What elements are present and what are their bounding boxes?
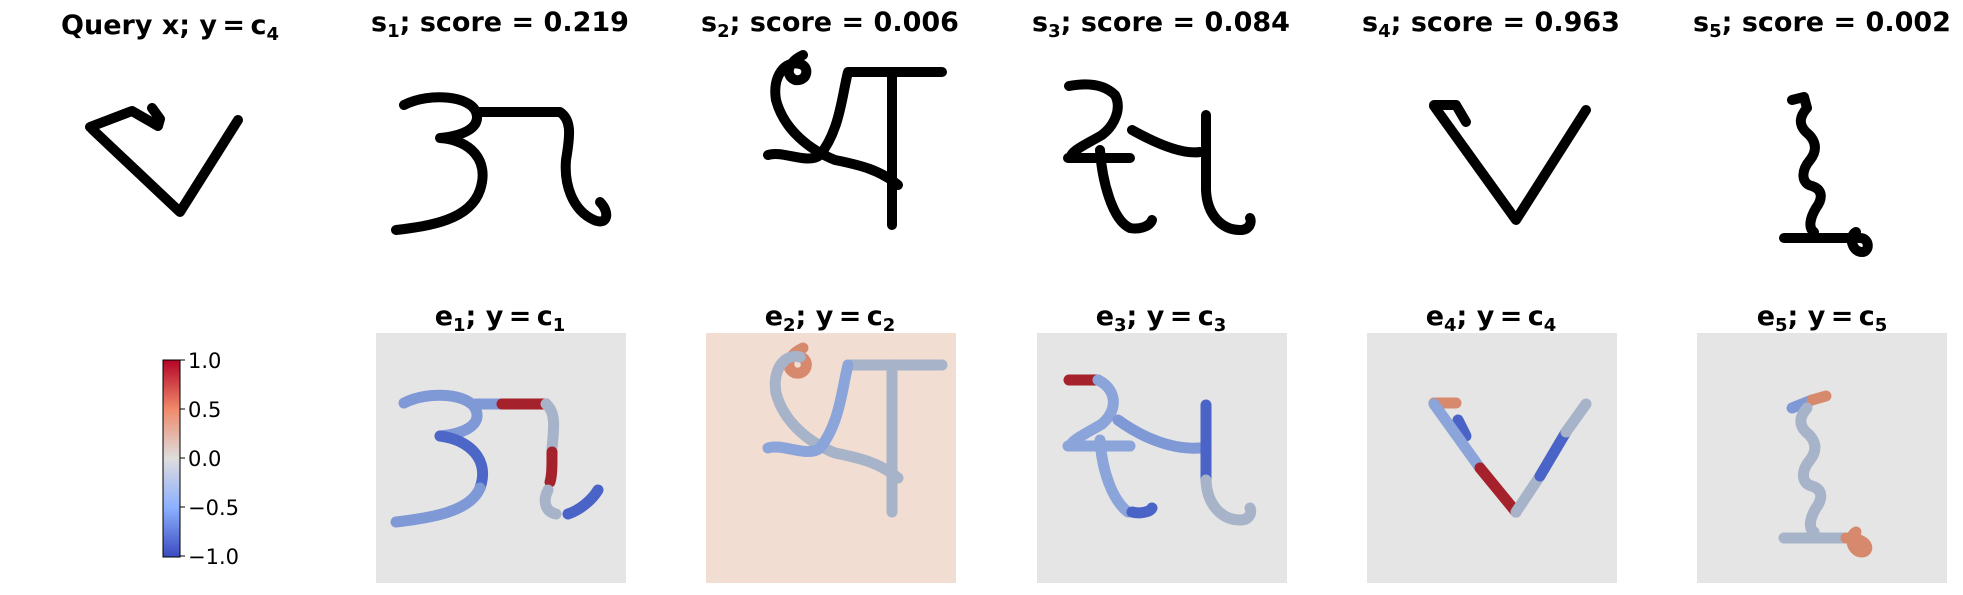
support-3-glyph: [1063, 79, 1256, 235]
explanation-3-panel: [1037, 333, 1287, 583]
colorbar-tick-5: −1.0: [188, 545, 239, 569]
colorbar-tick-2: 0.5: [188, 398, 221, 422]
colorbar-tick-3: 0.0: [188, 447, 221, 471]
support-1-glyph: [391, 92, 612, 235]
colorbar-tick-4: −0.5: [188, 496, 239, 520]
support-1-title: s1; score = 0.219: [371, 7, 629, 42]
support-2-glyph: [763, 50, 947, 230]
support-2-title: s2; score = 0.006: [701, 7, 959, 42]
colorbar-gradient: [162, 359, 181, 558]
support-4-title: s4; score = 0.963: [1362, 7, 1620, 42]
explanation-4-panel: [1367, 333, 1617, 583]
query-glyph: [85, 103, 243, 217]
colorbar-tick-1: 1.0: [188, 349, 221, 373]
support-3-title: s3; score = 0.084: [1032, 7, 1290, 42]
support-5-glyph: [1779, 92, 1873, 257]
query-title: Query x; y = c4: [61, 10, 279, 45]
explanation-5-title: e5; y = c5: [1757, 301, 1888, 336]
colorbar: 1.0 0.5 0.0 −0.5 −1.0: [162, 349, 239, 569]
explanation-3-title: e3; y = c3: [1096, 301, 1227, 336]
explanation-5-panel: [1697, 333, 1947, 583]
explanation-2-panel: [706, 333, 956, 583]
explanation-5-heatmap: [1778, 390, 1873, 558]
explanation-2-title: e2; y = c2: [765, 301, 896, 336]
explanation-3-heatmap: [1062, 374, 1257, 526]
explanation-1-title: e1; y = c1: [435, 301, 566, 336]
explanation-1-panel: [376, 333, 626, 583]
support-5-title: s5; score = 0.002: [1693, 7, 1951, 42]
explanation-2-heatmap: [762, 342, 948, 518]
support-4-glyph: [1429, 100, 1591, 225]
explanation-1-heatmap: [390, 389, 604, 528]
explanation-4-title: e4; y = c4: [1426, 301, 1557, 336]
explanation-4-heatmap: [1428, 397, 1592, 518]
